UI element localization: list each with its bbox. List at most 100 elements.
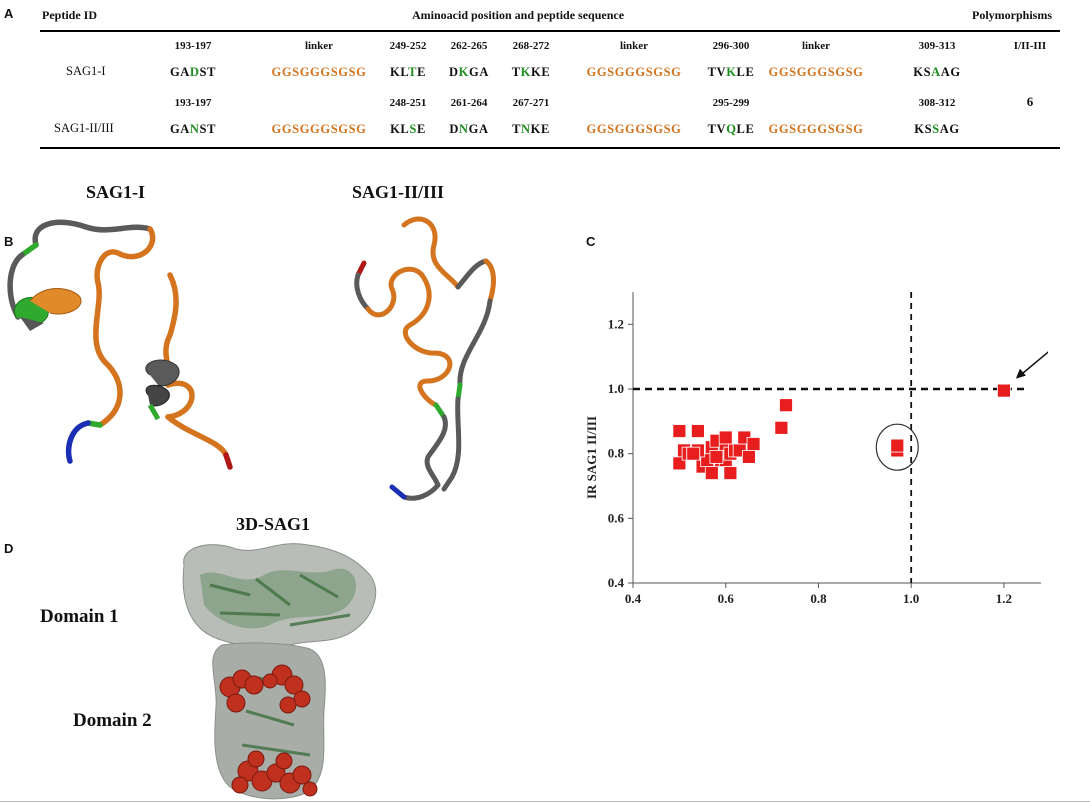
y-tick-label: 1.0 [608, 381, 624, 396]
data-point [997, 383, 1011, 398]
linker-sequence: GGSGGGSGSG [264, 65, 374, 80]
mutation-residue: N [459, 122, 469, 136]
data-point [890, 438, 905, 453]
data-point [742, 449, 756, 464]
sequence-part: T [511, 65, 521, 79]
x-tick-label: 0.4 [625, 591, 642, 606]
polymorphism-header: I/II-III [1013, 40, 1047, 52]
domain-1-surface [182, 543, 377, 649]
mutation-residue: K [458, 65, 469, 79]
peptide-sequence: KSSAG [882, 122, 992, 137]
mutation-residue: S [932, 122, 940, 136]
position-label: 268-272 [512, 40, 550, 52]
peptide-sequence: DNGA [414, 122, 524, 137]
sag1-3d-structure [182, 543, 377, 800]
mutation-residue: Q [726, 122, 737, 136]
row-label-sag1-ii-iii: SAG1-II/III [54, 121, 114, 135]
data-point [779, 398, 793, 413]
sequence-part: GGSGGGSGSG [586, 65, 682, 79]
linker-sequence: GGSGGGSGSG [761, 122, 871, 137]
domain-1-label: Domain 1 [40, 606, 119, 627]
peptide-sequence: KLTE [353, 65, 463, 80]
data-point [686, 446, 701, 461]
arrow-shaft [1019, 351, 1048, 377]
x-tick-label: 1.2 [996, 591, 1012, 606]
sequence-part: GA [468, 122, 489, 136]
sequence-part: D [449, 65, 459, 79]
data-point [672, 424, 687, 438]
domain-2-surface [212, 642, 326, 800]
y-tick-label: 0.8 [608, 446, 625, 461]
sequence-part: E [416, 122, 426, 136]
peptide-sequence: TKKE [476, 65, 586, 80]
position-label: 261-264 [450, 97, 488, 109]
x-tick-label: 1.0 [903, 591, 919, 606]
ir-scatter-chart: 0.4 0.6 0.8 1.0 1.2 0.4 0.6 0.8 1.0 1.2 IR SAG1 II… [584, 292, 1048, 606]
mutation-residue: A [931, 65, 941, 79]
sequence-part: GA [469, 65, 489, 79]
data-point [691, 424, 705, 438]
sequence-part: GA [169, 65, 190, 79]
data-point [718, 430, 733, 445]
polymorphism-count: 6 [1026, 94, 1034, 109]
y-tick-label: 0.6 [608, 510, 625, 525]
mutation-residue: K [726, 65, 737, 79]
x-tick-label: 0.6 [718, 591, 735, 606]
panel-d-title: 3D-SAG1 [236, 514, 311, 534]
sag1-i-ribbon [7, 219, 233, 470]
linker-sequence: GGSGGGSGSG [579, 122, 689, 137]
panel-a-letter: A [4, 6, 14, 21]
sequence-part: GGSGGGSGSG [271, 65, 367, 79]
position-label: 308-312 [918, 97, 956, 109]
sequence-part: TV [707, 122, 727, 136]
position-label: linker [304, 40, 334, 52]
sequence-part: KE [531, 65, 551, 79]
sequence-part: LE [736, 122, 755, 136]
sequence-part: KS [913, 65, 932, 79]
mutation-residue: N [521, 122, 531, 136]
sequence-part: GGSGGGSGSG [271, 122, 367, 136]
peptide-sequence: GANST [138, 122, 248, 137]
data-point [774, 420, 789, 435]
mutation-residue: D [189, 65, 200, 79]
position-label: linker [619, 40, 649, 52]
sequence-part: GGSGGGSGSG [586, 122, 682, 136]
sequence-part: KL [390, 65, 409, 79]
linker-sequence: GGSGGGSGSG [761, 65, 871, 80]
position-label: 262-265 [450, 40, 488, 52]
sequence-part: AG [940, 65, 961, 79]
row-label-sag1-i: SAG1-I [66, 64, 106, 78]
position-label: 309-313 [918, 40, 956, 52]
peptide-sequence: KSAAG [882, 65, 992, 80]
data-point [704, 466, 719, 480]
sequence-part: KL [390, 122, 410, 136]
sequence-part: KE [530, 122, 550, 136]
peptide-sequence: KLSE [353, 122, 463, 137]
sequence-part: TV [707, 65, 727, 79]
sequence-part: AG [939, 122, 960, 136]
data-point [746, 437, 761, 451]
header-polymorphisms: Polymorphisms [972, 8, 1053, 22]
sequence-part: LE [736, 65, 755, 79]
highlight-circle [875, 423, 919, 471]
linker-sequence: GGSGGGSGSG [264, 122, 374, 137]
sequence-part: D [449, 122, 460, 136]
sag1-ii-iii-ribbon [354, 216, 496, 501]
panel-c-letter: C [586, 234, 596, 249]
mutation-residue: N [189, 122, 200, 136]
header-positions: Aminoacid position and peptide sequence [412, 8, 625, 22]
sequence-part: GGSGGGSGSG [768, 122, 864, 136]
peptide-sequence: GADST [138, 65, 248, 80]
y-tick-label: 1.2 [608, 316, 624, 331]
panel-b-title-left: SAG1-I [86, 182, 146, 202]
y-axis-title: IR SAG1 II/III [584, 416, 599, 499]
position-label: 296-300 [712, 40, 750, 52]
sequence-part: T [512, 122, 522, 136]
panel-b-letter: B [4, 234, 14, 249]
header-peptide-id: Peptide ID [42, 8, 97, 22]
data-point [709, 449, 724, 464]
sequence-part: ST [199, 122, 217, 136]
peptide-sequence: TNKE [476, 122, 586, 137]
table-bottom-rule [40, 147, 1060, 149]
position-label: linker [801, 40, 831, 52]
